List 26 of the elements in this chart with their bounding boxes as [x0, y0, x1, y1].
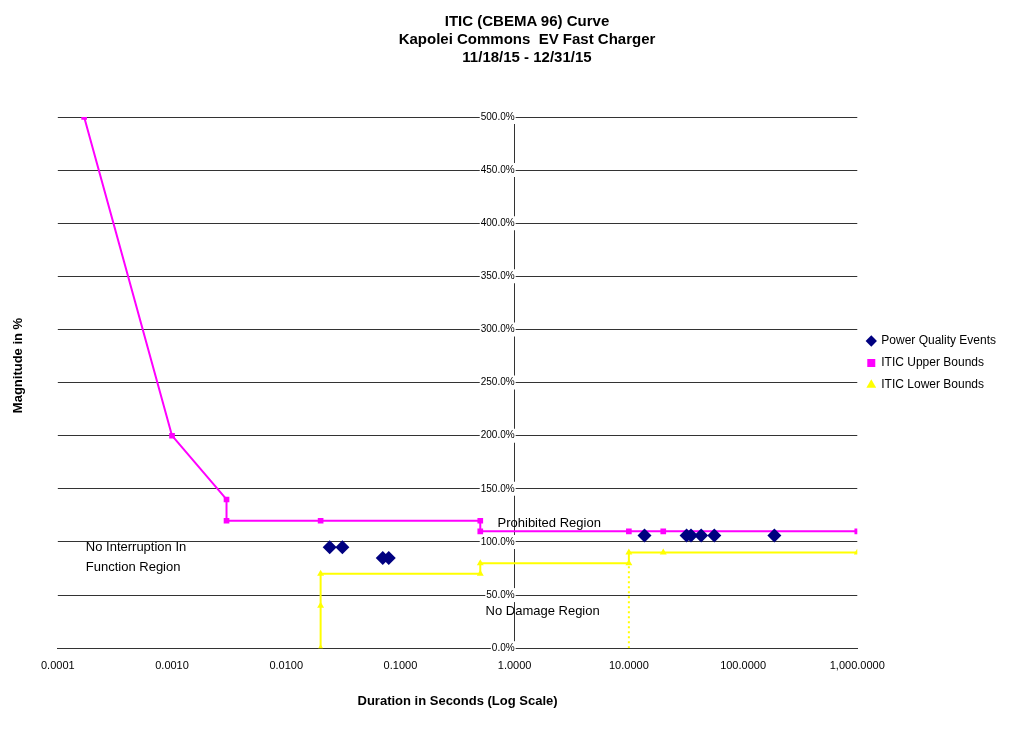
y-tick-label: 0.0%: [491, 641, 515, 653]
y-axis-title: Magnitude in %: [10, 317, 26, 414]
x-axis-title: Duration in Seconds (Log Scale): [357, 692, 558, 708]
y-tick-label: 200.0%: [480, 429, 515, 441]
legend-label: ITIC Lower Bounds: [881, 377, 984, 392]
y-tick-label: 400.0%: [480, 216, 515, 228]
y-tick-label: 50.0%: [486, 588, 515, 600]
chart-title: ITIC (CBEMA 96) Curve Kapolei Commons EV Fast Charger 11/18/15 - 12/31/15: [398, 12, 656, 66]
x-tick-label: 0.0001: [40, 658, 75, 671]
y-tick-label: 250.0%: [480, 376, 515, 388]
y-tick-label: 450.0%: [480, 163, 515, 175]
y-tick-label: 500.0%: [480, 110, 515, 122]
annotation: No Interruption In Function Region: [85, 539, 187, 575]
x-tick-label: 1,000.0000: [829, 658, 885, 671]
legend-label: ITIC Upper Bounds: [881, 355, 984, 370]
x-tick-label: 0.0100: [269, 658, 304, 671]
x-tick-label: 100.0000: [720, 658, 767, 671]
y-tick-label: 150.0%: [480, 482, 515, 494]
legend-label: Power Quality Events: [881, 333, 996, 348]
x-tick-label: 0.1000: [383, 658, 418, 671]
x-tick-label: 1.0000: [497, 658, 532, 671]
y-tick-label: 100.0%: [480, 535, 515, 547]
y-tick-label: 300.0%: [480, 323, 515, 335]
y-tick-label: 350.0%: [480, 270, 515, 282]
x-tick-label: 10.0000: [608, 658, 649, 671]
x-tick-label: 0.0010: [155, 658, 189, 671]
